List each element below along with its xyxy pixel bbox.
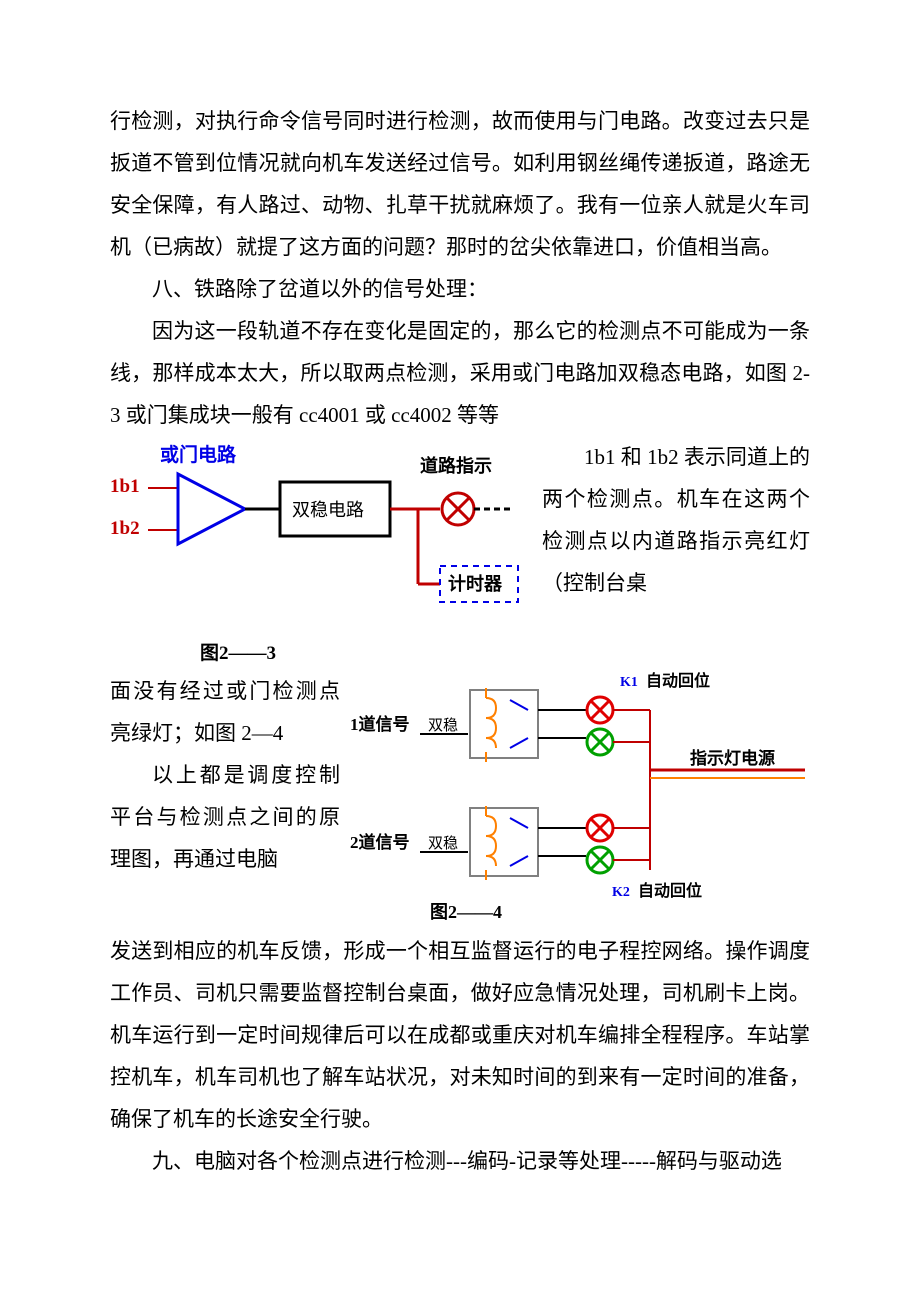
fig23-road-indicator: 道路指示 [420, 455, 492, 476]
paragraph-2-heading: 八、铁路除了岔道以外的信号处理： [110, 268, 810, 310]
figure-2-4: 1道信号 双稳 [350, 670, 810, 930]
fig24-auto-2: 自动回位 [638, 881, 702, 900]
figure-2-4-wrap: 1道信号 双稳 [110, 670, 810, 930]
fig24-k2: K2 [612, 885, 630, 900]
fig23-svg: 双稳电路 道路指示 计时器 [110, 454, 530, 654]
fig23-timer: 计时器 [448, 573, 503, 594]
fig24-sig1: 1道信号 [350, 714, 410, 734]
fig24-bistable-2: 双稳 [428, 835, 458, 852]
fig24-power: 指示灯电源 [690, 748, 775, 768]
paragraph-3: 因为这一段轨道不存在变化是固定的，那么它的检测点不可能成为一条线，那样成本太大，… [110, 310, 810, 436]
figure-2-3: 或门电路 1b1 1b2 图2——3 双稳电路 [110, 440, 530, 670]
figure-2-3-wrap: 或门电路 1b1 1b2 图2——3 双稳电路 [110, 436, 810, 670]
fig24-svg: 1道信号 双稳 [350, 670, 810, 930]
fig24-k1: K1 [620, 675, 638, 690]
paragraph-7: 九、电脑对各个检测点进行检测---编码-记录等处理-----解码与驱动选 [110, 1140, 810, 1182]
fig24-caption: 图2——4 [430, 902, 502, 922]
fig24-auto-1: 自动回位 [646, 671, 710, 690]
fig24-sig2: 2道信号 [350, 832, 410, 852]
paragraph-1: 行检测，对执行命令信号同时进行检测，故而使用与门电路。改变过去只是扳道不管到位情… [110, 100, 810, 268]
fig24-bistable-1: 双稳 [428, 717, 458, 734]
document-page: 行检测，对执行命令信号同时进行检测，故而使用与门电路。改变过去只是扳道不管到位情… [0, 0, 920, 1242]
paragraph-6: 发送到相应的机车反馈，形成一个相互监督运行的电子程控网络。操作调度工作员、司机只… [110, 930, 810, 1140]
fig23-box-label: 双稳电路 [292, 500, 364, 520]
